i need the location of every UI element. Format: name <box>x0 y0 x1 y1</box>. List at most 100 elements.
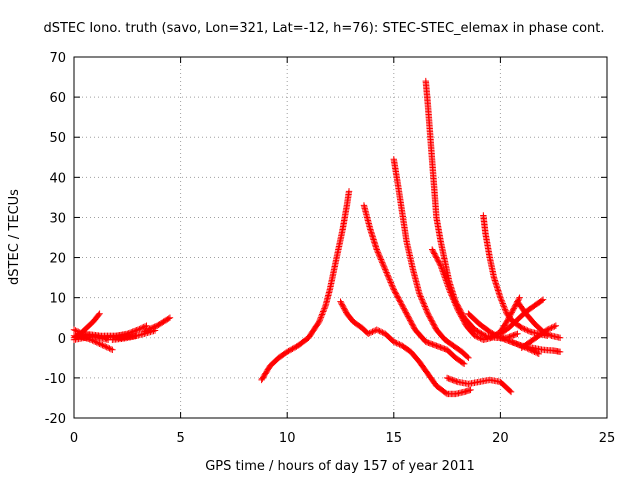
data-point-marker <box>460 318 468 325</box>
data-point-marker <box>500 301 507 309</box>
data-point-marker <box>136 325 143 333</box>
data-point-marker <box>318 312 325 320</box>
data-point-marker <box>490 330 497 338</box>
data-point-marker <box>442 275 449 283</box>
data-point-marker <box>454 306 461 313</box>
data-point-marker <box>373 326 380 333</box>
data-point-marker <box>394 340 402 347</box>
data-point-marker <box>473 333 480 340</box>
data-point-marker <box>509 306 517 313</box>
data-point-marker <box>321 305 328 312</box>
data-point-marker <box>94 339 102 347</box>
data-point-marker <box>404 311 411 319</box>
data-point-marker <box>512 331 520 338</box>
data-point-marker <box>401 307 409 315</box>
data-point-marker <box>404 313 412 320</box>
data-point-marker <box>291 344 299 351</box>
data-point-marker <box>493 332 500 339</box>
data-point-marker <box>126 329 134 336</box>
y-tick-label: 10 <box>49 292 66 307</box>
data-point-marker <box>443 374 451 382</box>
data-point-marker <box>438 344 445 352</box>
data-point-marker <box>379 260 387 268</box>
data-point-marker <box>379 259 386 266</box>
data-point-marker <box>464 353 471 361</box>
data-point-marker <box>93 339 100 346</box>
data-point-marker <box>377 254 384 262</box>
data-point-marker <box>365 330 372 337</box>
data-point-marker <box>373 246 380 253</box>
data-point-marker <box>386 276 393 283</box>
data-point-marker <box>479 331 487 338</box>
data-point-marker <box>399 302 406 309</box>
data-point-marker <box>508 332 516 339</box>
data-point-marker <box>556 334 564 341</box>
data-point-marker <box>426 314 434 321</box>
data-series-group <box>70 77 564 398</box>
data-point-marker <box>440 271 448 278</box>
data-point-marker <box>489 330 496 337</box>
data-point-marker <box>459 315 466 323</box>
data-point-marker <box>104 344 112 352</box>
data-point-marker <box>409 322 417 329</box>
data-point-marker <box>409 321 416 328</box>
data-point-marker <box>441 274 449 281</box>
data-point-marker <box>439 268 447 275</box>
data-point-marker <box>375 252 383 259</box>
data-point-marker <box>96 340 103 347</box>
data-point-marker <box>514 330 521 337</box>
data-series <box>360 202 468 368</box>
data-point-marker <box>551 323 558 330</box>
data-point-marker <box>500 303 508 310</box>
data-point-marker <box>525 327 533 335</box>
data-point-marker <box>70 326 78 333</box>
data-point-marker <box>431 250 438 257</box>
data-point-marker <box>538 297 546 304</box>
data-point-marker <box>423 307 430 315</box>
data-point-marker <box>317 314 325 321</box>
data-point-marker <box>546 325 554 332</box>
data-series <box>102 322 150 341</box>
data-point-marker <box>446 287 454 295</box>
data-point-marker <box>498 335 505 342</box>
data-point-marker <box>549 323 557 331</box>
data-point-marker <box>96 310 103 317</box>
data-point-marker <box>510 305 518 312</box>
data-point-marker <box>429 341 436 348</box>
y-tick-label: 0 <box>58 332 66 347</box>
data-point-marker <box>423 339 431 346</box>
data-point-marker <box>428 246 436 253</box>
data-point-marker <box>318 311 326 318</box>
y-tick-label: 70 <box>49 51 66 66</box>
data-series <box>141 314 174 335</box>
data-point-marker <box>433 254 440 261</box>
data-point-marker <box>422 306 430 313</box>
data-point-marker <box>379 329 386 336</box>
data-point-marker <box>434 257 442 264</box>
data-point-marker <box>290 344 298 352</box>
data-point-marker <box>474 328 481 335</box>
data-point-marker <box>396 341 403 348</box>
data-point-marker <box>475 334 483 341</box>
y-tick-label: -10 <box>45 372 66 387</box>
data-point-marker <box>539 296 547 303</box>
data-point-marker <box>285 347 292 355</box>
data-point-marker <box>427 315 434 323</box>
data-point-marker <box>431 251 439 259</box>
data-point-marker <box>467 386 474 394</box>
data-point-marker <box>453 303 460 311</box>
data-point-marker <box>100 342 108 349</box>
data-point-marker <box>438 265 445 272</box>
data-point-marker <box>400 305 407 312</box>
data-point-marker <box>455 309 463 316</box>
data-point-marker <box>388 280 395 288</box>
data-point-marker <box>495 333 503 341</box>
data-point-marker <box>418 296 426 303</box>
data-point-marker <box>460 317 467 324</box>
data-point-marker <box>447 290 455 298</box>
data-point-marker <box>446 375 453 383</box>
data-point-marker <box>102 343 109 350</box>
data-point-marker <box>429 319 437 327</box>
x-tick-label: 0 <box>70 431 78 446</box>
